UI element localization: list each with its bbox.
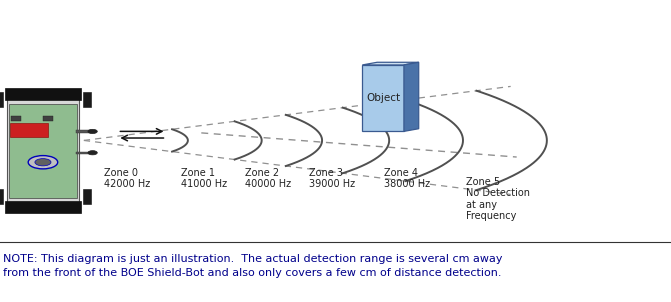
Text: NOTE: This diagram is just an illustration.  The actual detection range is sever: NOTE: This diagram is just an illustrati… (3, 254, 503, 278)
Circle shape (88, 129, 97, 133)
Text: Zone 5
No Detection
at any
Frequency: Zone 5 No Detection at any Frequency (466, 177, 530, 221)
Bar (83, 92, 91, 107)
Bar (10, 123, 48, 137)
Bar (76, 130, 93, 133)
Bar (11, 116, 21, 121)
Polygon shape (362, 62, 419, 65)
Bar (7, 98, 79, 202)
Bar (76, 152, 93, 154)
Bar (9, 104, 77, 198)
Bar (83, 189, 91, 204)
Text: Object: Object (366, 93, 400, 103)
Bar (0, 189, 3, 204)
Bar (43, 116, 53, 121)
Polygon shape (404, 62, 419, 131)
Bar (0, 92, 3, 107)
Circle shape (28, 156, 58, 169)
Text: Zone 2
40000 Hz: Zone 2 40000 Hz (245, 168, 291, 189)
Text: Zone 4
38000 Hz: Zone 4 38000 Hz (384, 168, 430, 189)
Bar (5, 201, 81, 213)
Circle shape (88, 151, 97, 155)
Bar (362, 65, 404, 131)
Text: Zone 3
39000 Hz: Zone 3 39000 Hz (309, 168, 355, 189)
Text: Zone 1
41000 Hz: Zone 1 41000 Hz (181, 168, 227, 189)
Circle shape (35, 159, 51, 166)
Text: Zone 0
42000 Hz: Zone 0 42000 Hz (104, 168, 150, 189)
Bar (5, 88, 81, 100)
